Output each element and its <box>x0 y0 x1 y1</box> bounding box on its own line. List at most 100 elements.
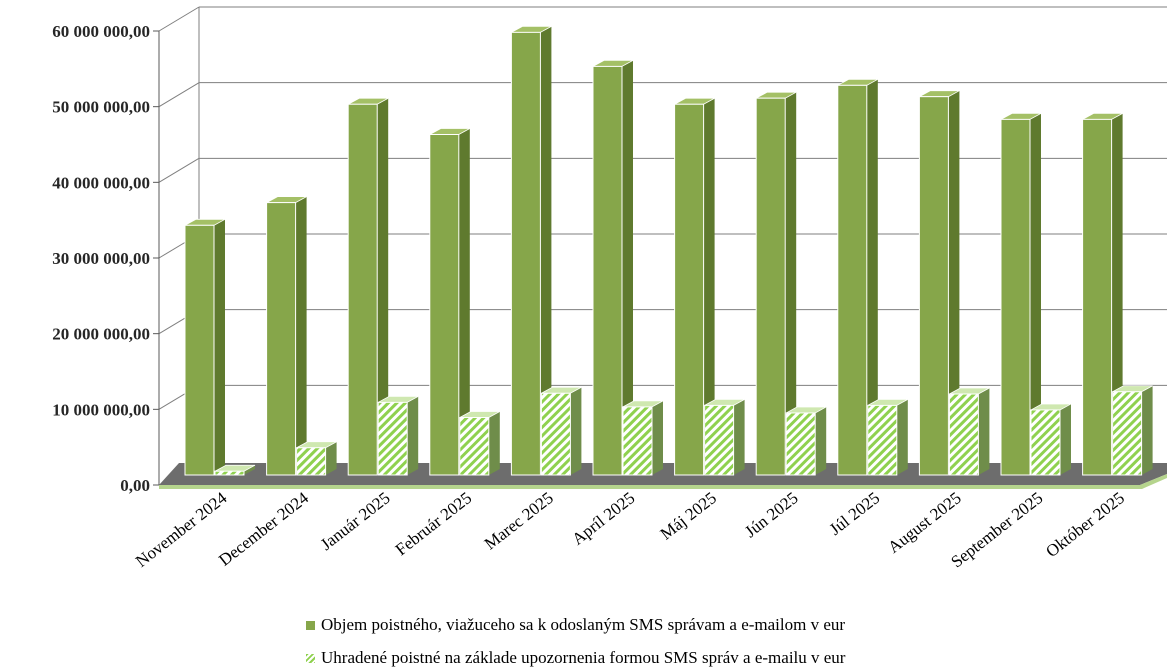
bar-series2 <box>377 395 419 476</box>
bar-series1-front <box>266 202 297 476</box>
bar-series2-side <box>244 465 255 475</box>
bar-series2-front <box>622 406 653 476</box>
bar-series1-front <box>1000 118 1031 476</box>
bar-series2 <box>948 387 990 476</box>
bar-series2-side <box>407 396 419 475</box>
bar-series2-front <box>948 393 979 476</box>
bar-series1 <box>1000 112 1042 476</box>
bar-series1-front <box>592 65 623 476</box>
bar-series2 <box>704 398 745 476</box>
bar-series1-front <box>755 97 786 476</box>
x-tick-label: August 2025 <box>884 488 965 557</box>
bar-series2-front <box>785 412 816 476</box>
bar-series2-front <box>704 404 735 476</box>
bar-series2-side <box>733 399 745 475</box>
bar-series1 <box>837 78 878 476</box>
bar-series2-front <box>540 392 571 476</box>
bar-series2-side <box>1060 403 1071 475</box>
bar-series2 <box>867 398 908 476</box>
x-tick-label: Jún 2025 <box>741 488 801 541</box>
x-tick-label: Apríl 2025 <box>568 488 638 549</box>
bar-series1-side <box>785 92 797 476</box>
bar-series1-front <box>674 103 705 476</box>
bar-series2-side <box>1141 385 1153 475</box>
legend-label-volume: Objem poistného, viažuceho sa k odoslaný… <box>321 615 846 634</box>
bar-series2 <box>540 386 582 476</box>
bar-series1-side <box>866 79 878 476</box>
bar-series2-front <box>296 447 327 476</box>
bar-series1-side <box>1111 113 1123 475</box>
bar-series2 <box>1030 403 1072 476</box>
x-tick-label: December 2024 <box>215 488 312 570</box>
y-tick-label: 60 000 000,00 <box>52 22 150 41</box>
bar-series1-side <box>622 60 633 476</box>
bar-series2-front <box>1030 409 1061 476</box>
bar-series1-front <box>429 134 460 476</box>
y-tick-label: 50 000 000,00 <box>52 98 150 117</box>
bar-series2 <box>296 441 337 476</box>
bar-series2 <box>785 406 827 476</box>
bar-series1 <box>1082 112 1123 476</box>
x-tick-label: Júl 2025 <box>826 488 883 539</box>
bar-series1-front <box>510 31 541 476</box>
bar-series1-front <box>184 224 215 476</box>
bar-series1 <box>429 128 470 476</box>
y-tick-label: 10 000 000,00 <box>52 400 150 419</box>
bar-series1 <box>347 97 389 476</box>
bar-series1 <box>918 90 960 476</box>
bar-series2-side <box>815 406 827 475</box>
bar-series1-side <box>948 90 960 476</box>
bar-series1-front <box>347 103 378 476</box>
legend-swatch-hatched <box>306 653 315 663</box>
bar-series2 <box>459 411 500 476</box>
bar-series2-front <box>867 404 898 476</box>
x-tick-label: Január 2025 <box>317 488 394 554</box>
x-tick-label: Február 2025 <box>392 488 476 559</box>
bar-series2 <box>622 400 664 476</box>
bar-series1-side <box>377 98 389 475</box>
bar-series1-front <box>918 96 949 476</box>
gridline-side <box>158 6 200 32</box>
bar-series2-front <box>1112 391 1143 476</box>
bar-series2-side <box>325 441 337 475</box>
gridline-side <box>158 82 200 108</box>
legend-item-volume: Objem poistného, viažuceho sa k odoslaný… <box>306 615 845 635</box>
bar-series1-side <box>214 219 225 475</box>
y-tick-label: 20 000 000,00 <box>52 325 150 344</box>
bar-series1-side <box>295 196 307 475</box>
x-tick-label: Marec 2025 <box>481 488 557 553</box>
x-tick-label: Október 2025 <box>1042 488 1128 561</box>
y-tick-label: 0,00 <box>120 476 150 495</box>
bar-series2 <box>214 464 256 476</box>
bar-layer <box>184 25 1153 476</box>
bar-series1 <box>510 25 552 476</box>
bar-series2-front <box>214 470 245 476</box>
bar-series2-side <box>570 387 582 475</box>
bar-series1-side <box>703 98 715 475</box>
bar-series1-side <box>540 26 552 475</box>
gridline-side <box>158 157 200 183</box>
bar-series2-side <box>652 400 663 475</box>
y-tick-label: 30 000 000,00 <box>52 249 150 268</box>
bar-series1 <box>266 196 307 476</box>
x-tick-label: Máj 2025 <box>657 488 720 543</box>
bar-series2 <box>1112 385 1153 476</box>
bar-series1-front <box>1082 118 1113 476</box>
bar-series1-side <box>458 128 470 475</box>
y-tick-label: 40 000 000,00 <box>52 173 150 192</box>
bar-series2-front <box>377 401 408 476</box>
legend-label-paid: Uhradené poistné na základe upozornenia … <box>321 648 846 667</box>
bar-series1-side <box>1030 113 1041 475</box>
legend-item-paid: Uhradené poistné na základe upozornenia … <box>306 648 845 668</box>
legend-swatch-solid <box>306 620 315 630</box>
bar-series1 <box>184 218 226 476</box>
bar-series2-side <box>978 388 990 475</box>
x-tick-label: November 2024 <box>132 488 231 571</box>
bar-series2-side <box>896 399 908 475</box>
bar-series1 <box>592 60 634 476</box>
bar-series2-side <box>488 411 500 475</box>
floor-edge <box>159 474 1167 489</box>
bar-series1-front <box>837 84 868 476</box>
bar-series2-front <box>459 416 490 476</box>
